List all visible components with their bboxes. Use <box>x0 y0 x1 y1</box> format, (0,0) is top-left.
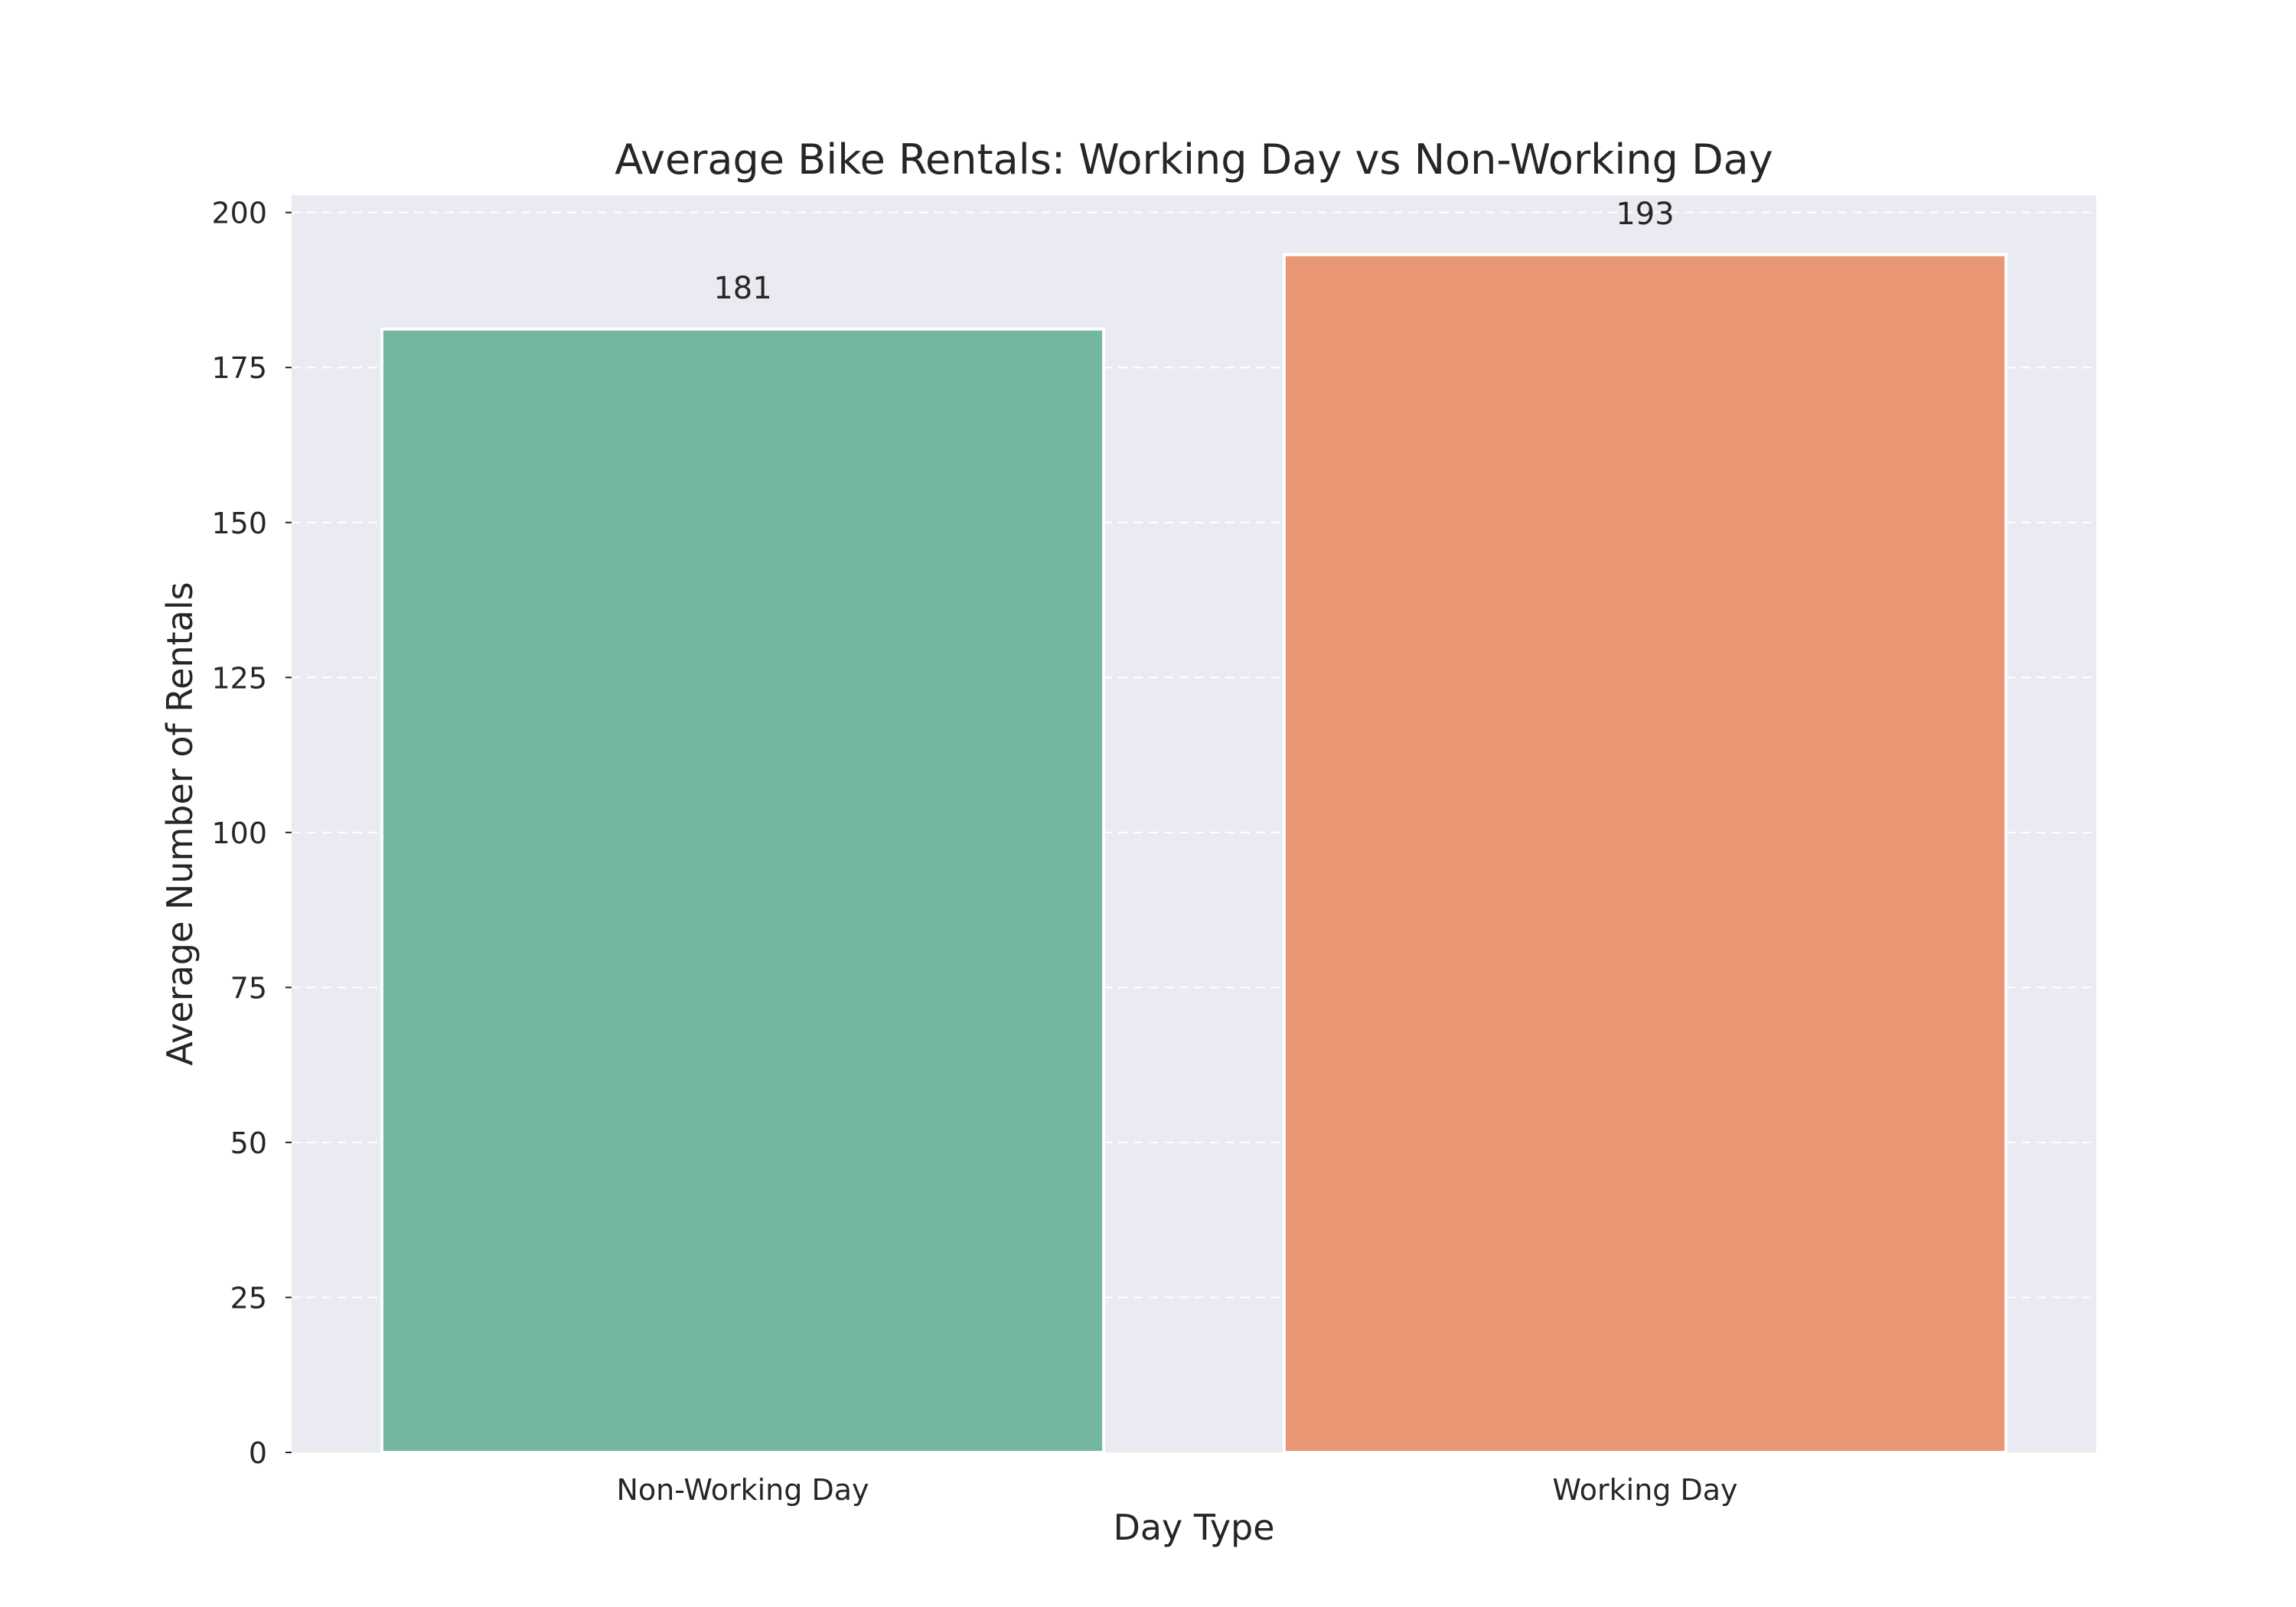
y-tick-label: 175 <box>211 351 267 385</box>
y-tick-label: 100 <box>211 817 267 850</box>
tick-labels: 0 25 50 75 100 125 150 175 200 Non-Working Day Wor… <box>211 197 1737 1507</box>
x-axis-label: Day Type <box>1113 1507 1274 1548</box>
bar-value-label: 193 <box>1616 197 1674 232</box>
y-tick-label: 50 <box>230 1126 267 1160</box>
data-labels: 181 193 <box>713 197 1674 306</box>
bars <box>380 253 2008 1454</box>
chart-title: Average Bike Rentals: Working Day vs Non… <box>615 135 1773 184</box>
y-tick-label: 200 <box>211 197 267 230</box>
y-tick-label: 0 <box>249 1436 267 1470</box>
x-tick-label: Working Day <box>1552 1473 1737 1507</box>
y-tick-label: 125 <box>211 661 267 695</box>
y-axis-label: Average Number of Rentals <box>159 582 201 1065</box>
y-tick-label: 25 <box>230 1281 267 1315</box>
bar-value-label: 181 <box>713 271 771 306</box>
x-tick-label: Non-Working Day <box>616 1473 869 1507</box>
bar-working-day <box>1282 253 2008 1454</box>
bar-non-working-day <box>380 327 1106 1454</box>
y-tick-label: 75 <box>230 971 267 1005</box>
y-tick-label: 150 <box>211 507 267 540</box>
